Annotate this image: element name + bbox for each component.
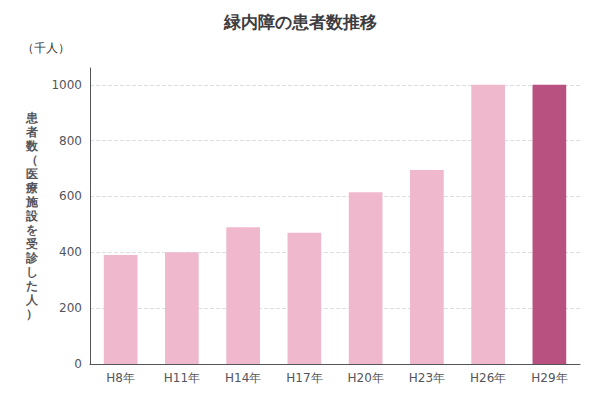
svg-text:H11年: H11年 — [164, 371, 200, 385]
svg-text:800: 800 — [59, 134, 82, 148]
svg-text:医: 医 — [26, 167, 38, 181]
svg-text:人: 人 — [25, 293, 39, 307]
svg-text:診: 診 — [25, 251, 39, 265]
svg-text:H20年: H20年 — [347, 371, 383, 385]
svg-text:1000: 1000 — [51, 78, 82, 92]
svg-text:）: ） — [26, 307, 38, 321]
svg-text:た: た — [26, 279, 38, 293]
svg-text:施: 施 — [25, 195, 39, 209]
svg-text:を: を — [26, 223, 38, 237]
svg-text:受: 受 — [25, 237, 38, 251]
svg-text:400: 400 — [59, 245, 82, 259]
svg-text:H17年: H17年 — [286, 371, 322, 385]
svg-text:H26年: H26年 — [470, 371, 506, 385]
svg-text:H8年: H8年 — [106, 371, 135, 385]
svg-text:H14年: H14年 — [225, 371, 261, 385]
svg-text:療: 療 — [25, 181, 38, 195]
svg-text:し: し — [26, 265, 38, 279]
svg-text:者: 者 — [25, 125, 38, 139]
svg-text:患: 患 — [25, 111, 39, 125]
svg-text:（千人）: （千人） — [22, 41, 70, 55]
svg-text:緑内障の患者数推移: 緑内障の患者数推移 — [223, 12, 377, 32]
svg-text:（: （ — [26, 153, 38, 167]
svg-text:0: 0 — [74, 357, 82, 371]
svg-text:数: 数 — [25, 139, 39, 153]
svg-text:H23年: H23年 — [409, 371, 445, 385]
svg-text:200: 200 — [59, 301, 82, 315]
svg-text:設: 設 — [25, 209, 39, 223]
svg-text:600: 600 — [59, 189, 82, 203]
svg-text:H29年: H29年 — [531, 371, 567, 385]
